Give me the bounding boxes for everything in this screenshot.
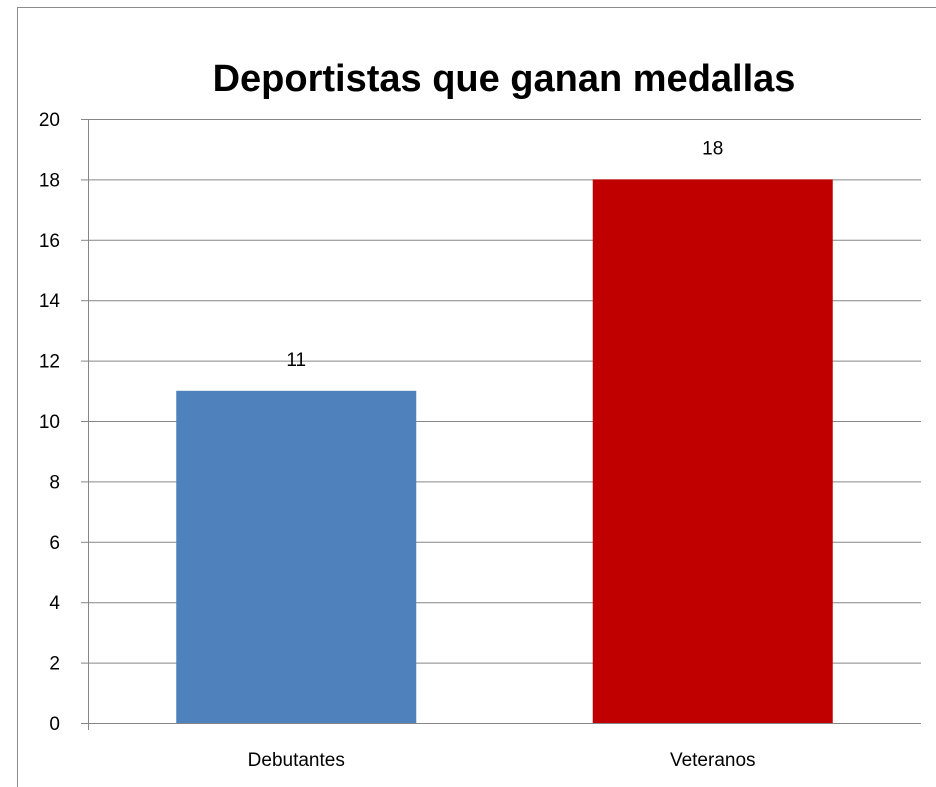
y-tick-label: 10	[39, 412, 60, 433]
y-tick-label: 20	[39, 110, 60, 131]
y-tick-label: 0	[49, 714, 60, 735]
y-tick-label: 16	[39, 231, 60, 252]
x-tick-label: Debutantes	[248, 750, 345, 771]
y-tick-label: 12	[39, 352, 60, 373]
y-tick-label: 18	[39, 170, 60, 191]
bar	[592, 179, 833, 723]
chart-title: Deportistas que ganan medallas	[212, 58, 796, 100]
y-tick-label: 14	[39, 291, 61, 312]
x-tick-label: Veteranos	[670, 750, 756, 771]
data-label: 11	[286, 350, 306, 371]
y-tick-label: 2	[49, 654, 60, 675]
data-label: 18	[702, 138, 723, 159]
y-tick-label: 6	[49, 533, 60, 554]
y-tick-label: 4	[49, 593, 60, 614]
y-tick-label: 8	[49, 472, 60, 493]
bar	[176, 390, 417, 723]
